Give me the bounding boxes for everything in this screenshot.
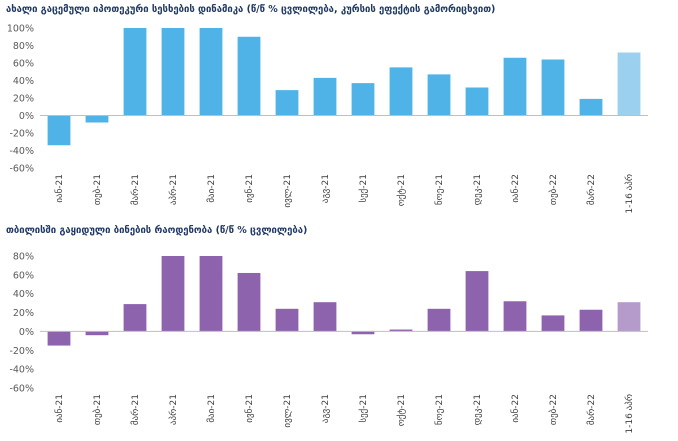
bar	[465, 271, 489, 332]
y-tick-label: 100%	[7, 24, 34, 35]
x-category-label: თებ-21	[92, 394, 103, 425]
x-category-label: მარ-22	[586, 394, 597, 425]
y-tick-label: 20%	[13, 308, 34, 319]
bar	[237, 272, 261, 332]
bar	[389, 67, 413, 116]
y-tick-label: -40%	[9, 146, 34, 157]
x-category-label: აგვ-21	[321, 394, 331, 423]
x-category-label: იან-21	[54, 394, 65, 423]
x-category-label: 1-16 აპრ	[624, 174, 635, 214]
chart-1-title: ახალი გაცემული იპოთეკური სესხების დინამი…	[6, 4, 496, 15]
x-category-label: თებ-22	[548, 394, 559, 425]
bar	[161, 256, 185, 332]
x-category-label: მაი-21	[206, 174, 217, 203]
bar	[85, 115, 109, 123]
bar	[427, 308, 451, 332]
y-tick-label: -60%	[9, 384, 34, 395]
y-tick-label: -20%	[9, 129, 34, 140]
y-tick-label: 40%	[13, 76, 34, 87]
bar	[275, 90, 299, 116]
x-category-label: ივნ-21	[244, 394, 255, 423]
x-category-label: თებ-21	[92, 174, 103, 205]
x-category-label: დეკ-21	[473, 174, 483, 205]
x-category-label: 1-16 აპრ	[624, 394, 635, 434]
bar	[47, 115, 71, 146]
x-category-label: აგვ-21	[321, 174, 331, 203]
x-category-label: ივლ-21	[283, 174, 293, 208]
bar	[275, 308, 299, 332]
bar	[503, 301, 527, 332]
x-category-label: ოქტ-21	[396, 394, 407, 426]
bar	[427, 74, 451, 116]
x-category-label: მარ-21	[130, 394, 141, 425]
x-category-label: მარ-22	[586, 174, 597, 205]
x-category-label: ნოე-21	[434, 174, 445, 205]
bar	[579, 98, 603, 116]
bar	[503, 57, 527, 116]
x-category-label: ივნ-21	[244, 174, 255, 203]
x-category-label: თებ-22	[548, 174, 559, 205]
bar	[199, 256, 223, 332]
bar	[617, 302, 641, 332]
bar	[389, 329, 413, 332]
bar	[161, 28, 185, 116]
x-category-label: იან-22	[510, 174, 521, 203]
y-tick-label: 80%	[13, 41, 34, 52]
y-tick-label: -20%	[9, 346, 34, 357]
x-category-label: აპრ-21	[168, 174, 179, 205]
bar	[313, 302, 337, 332]
bar	[199, 28, 223, 116]
bar	[541, 59, 565, 116]
bar	[123, 28, 147, 116]
x-category-label: მარ-21	[130, 174, 141, 205]
bar	[617, 52, 641, 116]
x-category-label: სექ-21	[358, 174, 369, 203]
y-tick-label: 0%	[19, 327, 34, 338]
x-category-label: აპრ-21	[168, 394, 179, 425]
bar	[237, 36, 261, 116]
x-category-label: მაი-21	[206, 394, 217, 423]
chart-2-title: თბილისში გაყიდული ბინების რაოდენობა (წ/წ…	[6, 225, 308, 236]
x-category-label: ოქტ-21	[396, 174, 407, 206]
x-category-label: იან-22	[510, 394, 521, 423]
bar	[465, 87, 489, 116]
bar	[123, 304, 147, 332]
bar	[47, 331, 71, 346]
y-tick-label: 80%	[13, 252, 34, 263]
chart-1-mortgage-loans: -60% -40% -20% 0% 20% 40% 60% 80% 100% იან-21 თებ-…	[7, 24, 648, 214]
x-category-label: იან-21	[54, 174, 65, 203]
bar	[579, 309, 603, 332]
bar	[351, 83, 375, 116]
bar	[351, 331, 375, 335]
bar	[85, 331, 109, 336]
bar	[313, 77, 337, 116]
bar	[541, 315, 565, 332]
y-tick-label: 0%	[19, 111, 34, 122]
x-category-label: დეკ-21	[473, 394, 483, 425]
y-tick-label: 60%	[13, 59, 34, 70]
x-category-label: სექ-21	[358, 394, 369, 423]
y-tick-label: 60%	[13, 270, 34, 281]
y-tick-label: -60%	[9, 164, 34, 175]
chart-2-apartment-sales: -60% -40% -20% 0% 20% 40% 60% 80% იან-21 თებ-21 მა…	[9, 252, 648, 434]
y-tick-label: 20%	[13, 94, 34, 105]
y-tick-label: 40%	[13, 289, 34, 300]
x-category-label: ივლ-21	[283, 394, 293, 428]
x-category-label: ნოე-21	[434, 394, 445, 425]
y-tick-label: -40%	[9, 365, 34, 376]
